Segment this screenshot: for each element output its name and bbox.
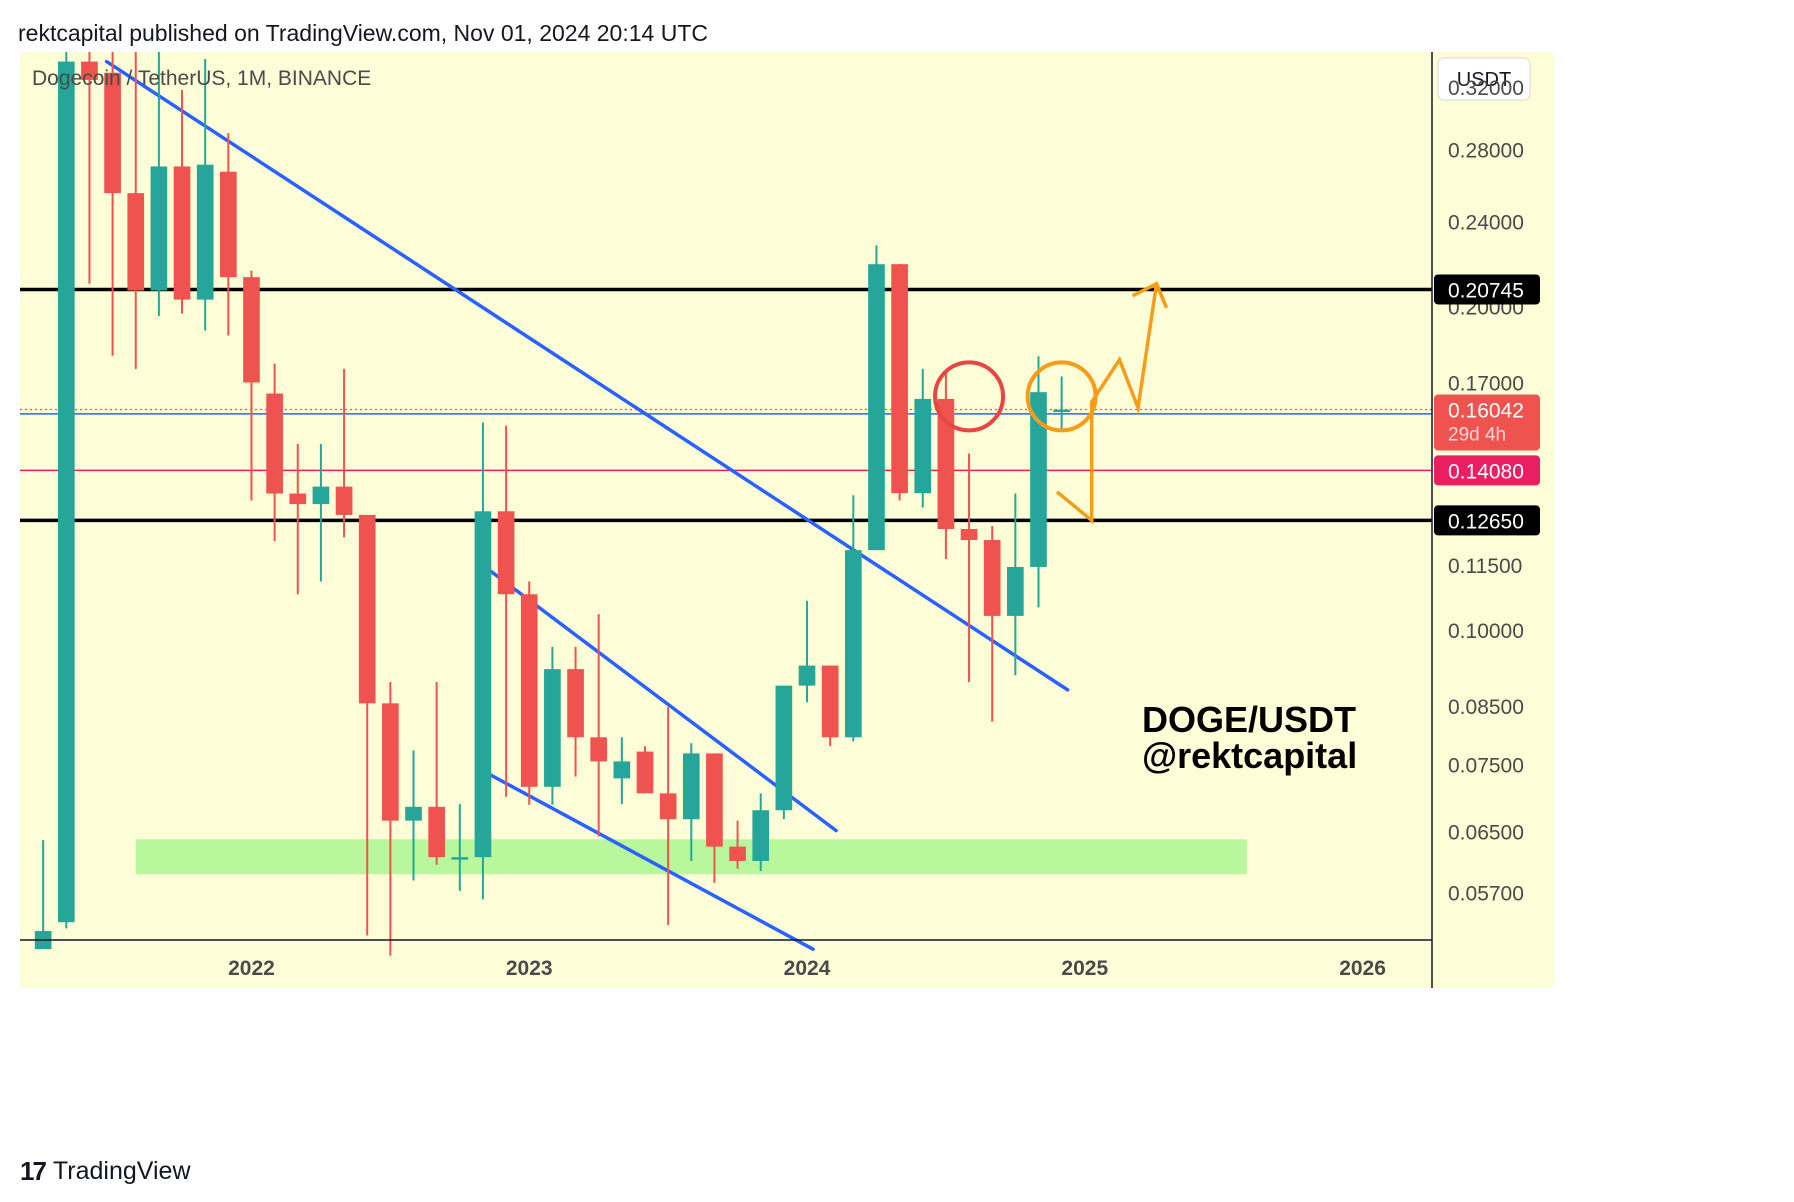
y-tick-label-2: 0.24000 bbox=[1448, 211, 1524, 234]
y-tick-label-1: 0.28000 bbox=[1448, 139, 1524, 162]
level-label-box-1 bbox=[1434, 505, 1540, 536]
y-tick-label-6: 0.10000 bbox=[1448, 620, 1524, 643]
candle-body-18 bbox=[451, 857, 469, 860]
y-tick-label-9: 0.06500 bbox=[1448, 821, 1524, 844]
candle-body-10 bbox=[266, 393, 283, 494]
candle-body-40 bbox=[960, 528, 978, 541]
y-tick-label-7: 0.08500 bbox=[1448, 696, 1524, 719]
candle-body-14 bbox=[358, 514, 376, 704]
level-label-0: 0.20745 bbox=[1448, 279, 1524, 302]
candle-body-3 bbox=[104, 72, 121, 194]
y-tick-label-0: 0.32000 bbox=[1448, 77, 1524, 100]
x-tick-label-2: 2024 bbox=[784, 957, 831, 980]
candle-body-37 bbox=[891, 264, 908, 494]
level-label-1: 0.12650 bbox=[1448, 510, 1524, 533]
level-sublabel-4: 29d 4h bbox=[1448, 425, 1506, 446]
candle-body-5 bbox=[150, 166, 168, 291]
projection-arrowhead bbox=[1131, 281, 1169, 309]
candle-body-1 bbox=[57, 61, 75, 923]
candle-body-2 bbox=[81, 61, 98, 80]
candle-body-23 bbox=[567, 669, 584, 738]
candle-body-9 bbox=[243, 277, 260, 383]
candle-body-20 bbox=[497, 511, 515, 595]
watermark-line-2: @rektcapital bbox=[1142, 735, 1357, 776]
candle-body-24 bbox=[590, 737, 608, 762]
candle-body-29 bbox=[706, 753, 723, 847]
candle-body-15 bbox=[382, 703, 399, 821]
y-tick-label-4: 0.17000 bbox=[1448, 372, 1524, 395]
level-label-2: 0.14080 bbox=[1448, 460, 1524, 483]
candle-body-41 bbox=[983, 540, 1001, 616]
candle-body-8 bbox=[219, 171, 237, 278]
x-tick-label-3: 2025 bbox=[1061, 957, 1108, 980]
candle-body-22 bbox=[544, 669, 561, 787]
candle-body-42 bbox=[1007, 566, 1024, 616]
trendline-channel-lower bbox=[475, 765, 815, 951]
level-label-box-2 bbox=[1434, 455, 1540, 486]
candle-body-28 bbox=[682, 753, 700, 820]
currency-label: USDT bbox=[1457, 69, 1511, 91]
level-label-box-4 bbox=[1434, 394, 1540, 451]
level-label-4: 0.16042 bbox=[1448, 400, 1524, 423]
candle-body-34 bbox=[821, 665, 839, 738]
time-scale-background bbox=[20, 940, 1554, 988]
footer: 17 TradingView bbox=[20, 1156, 191, 1187]
candle-body-11 bbox=[289, 493, 307, 505]
price-scale-background bbox=[1432, 52, 1554, 940]
candlestick-chart[interactable]: Dogecoin / TetherUS, 1M, BINANCE DOGE/US… bbox=[20, 52, 1784, 1138]
time-axis[interactable]: 2022 2023 2024 2025 2026 bbox=[228, 957, 1386, 980]
candle-body-35 bbox=[844, 550, 862, 738]
candle-body-4 bbox=[127, 193, 145, 291]
projection-path bbox=[1055, 283, 1159, 525]
candle-body-31 bbox=[752, 810, 770, 861]
candle-body-32 bbox=[775, 685, 793, 811]
candle-body-21 bbox=[520, 594, 538, 787]
highlight-circle-0 bbox=[933, 360, 1006, 433]
candle-body-12 bbox=[312, 486, 330, 505]
candle-body-26 bbox=[636, 751, 654, 794]
candles-layer bbox=[34, 52, 1070, 956]
y-tick-label-10: 0.05700 bbox=[1448, 883, 1524, 906]
candle-body-44 bbox=[1053, 409, 1070, 413]
candle-body-30 bbox=[729, 846, 746, 861]
candle-body-16 bbox=[405, 806, 422, 821]
y-tick-label-5: 0.11500 bbox=[1448, 555, 1522, 578]
trendline-macro-downtrend bbox=[104, 59, 1070, 692]
candle-body-25 bbox=[613, 761, 631, 779]
chart-svg[interactable]: Dogecoin / TetherUS, 1M, BINANCE DOGE/US… bbox=[20, 52, 1784, 1138]
x-tick-label-0: 2022 bbox=[228, 957, 275, 980]
tradingview-logo-icon: 17 bbox=[20, 1156, 47, 1186]
chart-title: Dogecoin / TetherUS, 1M, BINANCE bbox=[32, 67, 371, 90]
plot-background bbox=[20, 52, 1432, 940]
candle-body-33 bbox=[798, 665, 816, 686]
watermark-line-1: DOGE/USDT bbox=[1142, 699, 1356, 740]
candle-body-36 bbox=[868, 264, 885, 551]
level-label-box-0 bbox=[1434, 274, 1540, 305]
publish-header: rektcapital published on TradingView.com… bbox=[18, 20, 708, 46]
candle-body-43 bbox=[1030, 392, 1047, 567]
candle-body-19 bbox=[474, 511, 492, 858]
y-tick-label-8: 0.07500 bbox=[1448, 754, 1524, 777]
candle-body-13 bbox=[335, 486, 353, 515]
x-tick-label-1: 2023 bbox=[506, 957, 553, 980]
candle-body-7 bbox=[196, 164, 214, 300]
candle-body-38 bbox=[914, 398, 932, 494]
annotations-layer bbox=[933, 281, 1169, 525]
candle-body-17 bbox=[428, 806, 445, 858]
currency-box[interactable] bbox=[1437, 57, 1531, 101]
candle-body-39 bbox=[937, 398, 955, 529]
footer-brand: TradingView bbox=[52, 1157, 191, 1185]
candle-body-6 bbox=[173, 166, 191, 300]
candle-body-27 bbox=[659, 793, 677, 820]
x-tick-label-4: 2026 bbox=[1339, 957, 1386, 980]
